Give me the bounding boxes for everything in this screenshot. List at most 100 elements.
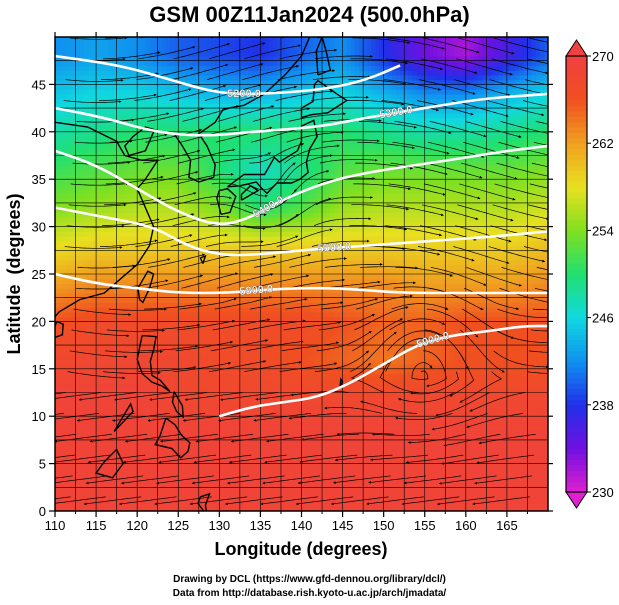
field-cell [223, 321, 229, 327]
field-cell [219, 335, 225, 341]
field-cell [420, 330, 426, 337]
field-cell [346, 496, 352, 503]
field-cell [211, 364, 216, 370]
field-cell [276, 349, 282, 356]
field-cell [293, 454, 298, 460]
field-cell [498, 349, 504, 356]
field-cell [190, 449, 196, 455]
field-cell [215, 468, 220, 474]
field-cell [539, 368, 545, 375]
field-cell [515, 378, 520, 384]
field-cell [354, 473, 360, 479]
field-cell [165, 354, 171, 360]
field-cell [219, 506, 225, 511]
field-cell [408, 392, 414, 398]
field-cell [149, 316, 155, 322]
field-cell [453, 468, 459, 474]
field-cell [280, 383, 286, 389]
field-cell [494, 335, 500, 341]
field-cell [227, 378, 233, 384]
field-cell [285, 496, 290, 503]
field-cell [523, 463, 529, 469]
field-cell [404, 496, 409, 503]
field-cell [104, 330, 110, 337]
field-cell [215, 359, 220, 365]
field-cell [276, 435, 282, 441]
field-cell [293, 449, 298, 455]
field-cell [194, 387, 200, 394]
field-cell [441, 492, 446, 498]
field-cell [354, 349, 360, 356]
field-cell [149, 458, 155, 465]
field-cell [256, 345, 262, 351]
field-cell [474, 378, 479, 384]
field-cell [133, 397, 138, 403]
field-cell [474, 477, 479, 484]
field-cell [424, 501, 430, 507]
field-cell [170, 383, 175, 389]
field-cell [400, 439, 405, 446]
field-cell [264, 496, 270, 503]
field-cell [527, 378, 533, 384]
field-cell [280, 416, 286, 422]
field-cell [449, 316, 455, 322]
field-cell [305, 340, 311, 346]
field-cell [59, 435, 64, 441]
field-cell [124, 345, 130, 351]
field-cell [523, 383, 529, 389]
field-cell [194, 401, 200, 408]
field-cell [445, 364, 450, 370]
field-cell [453, 501, 459, 507]
field-cell [449, 349, 455, 356]
field-cell [223, 378, 229, 384]
field-cell [289, 373, 294, 379]
field-cell [165, 492, 171, 498]
field-cell [326, 330, 331, 337]
field-cell [543, 506, 548, 511]
field-cell [424, 368, 430, 375]
field-cell [87, 378, 93, 384]
field-cell [120, 473, 126, 479]
field-cell [412, 435, 418, 441]
field-cell [100, 430, 105, 436]
field-cell [182, 335, 188, 341]
field-cell [539, 335, 545, 341]
field-cell [486, 392, 492, 398]
field-cell [395, 335, 401, 341]
field-cell [305, 416, 311, 422]
field-cell [317, 435, 323, 441]
field-cell [71, 401, 77, 408]
field-cell [420, 454, 426, 460]
field-cell [87, 359, 93, 365]
field-cell [63, 378, 68, 384]
field-cell [243, 401, 249, 408]
field-cell [83, 454, 89, 460]
field-cell [404, 378, 409, 384]
field-cell [145, 326, 151, 332]
field-cell [75, 449, 81, 455]
field-cell [387, 444, 393, 450]
field-cell [527, 321, 533, 327]
field-cell [293, 411, 298, 417]
field-cell [71, 383, 77, 389]
field-cell [350, 487, 356, 493]
field-cell [202, 397, 208, 403]
field-cell [178, 316, 183, 322]
field-cell [498, 368, 504, 375]
field-cell [535, 468, 541, 474]
field-cell [202, 416, 208, 422]
field-cell [223, 383, 229, 389]
field-cell [108, 416, 114, 422]
field-cell [539, 326, 545, 332]
field-cell [63, 501, 68, 507]
field-cell [67, 449, 73, 455]
field-cell [108, 487, 114, 493]
field-cell [309, 477, 315, 484]
field-cell [170, 321, 175, 327]
field-cell [252, 477, 257, 484]
field-cell [408, 401, 414, 408]
field-cell [506, 473, 512, 479]
field-cell [120, 463, 126, 469]
field-cell [416, 439, 422, 446]
field-cell [190, 364, 196, 370]
